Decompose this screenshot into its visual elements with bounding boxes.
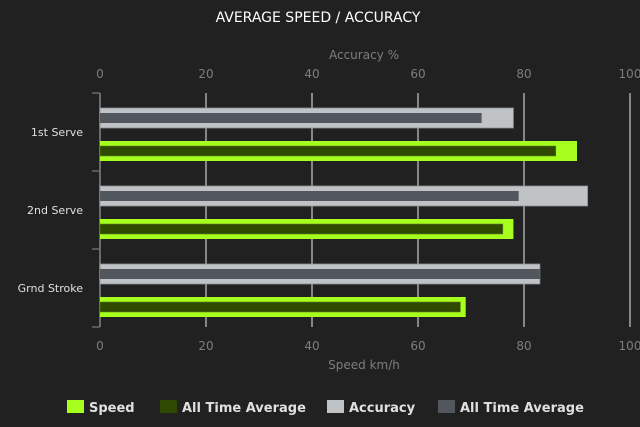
speed-average-bar <box>99 223 504 235</box>
top-tick-label: 100 <box>619 67 640 81</box>
category-label: Grnd Stroke <box>18 282 84 295</box>
category-label: 2nd Serve <box>27 204 83 217</box>
legend-swatch <box>327 400 344 413</box>
speed-average-bar <box>99 301 461 313</box>
legend-swatch <box>438 400 455 413</box>
bottom-tick-label: 20 <box>198 339 213 353</box>
accuracy-average-bar <box>100 113 482 123</box>
bottom-tick-label: 60 <box>410 339 425 353</box>
top-axis-label: Accuracy % <box>329 48 399 62</box>
category-label: 1st Serve <box>31 126 83 139</box>
speed-average-bar <box>99 145 557 157</box>
bottom-tick-label: 40 <box>304 339 319 353</box>
bottom-tick-label: 0 <box>96 339 104 353</box>
top-tick-label: 60 <box>410 67 425 81</box>
legend-swatch <box>67 400 84 413</box>
accuracy-average-bar <box>100 269 540 279</box>
legend-label: All Time Average <box>460 401 584 416</box>
bottom-tick-label: 80 <box>516 339 531 353</box>
bottom-axis-label: Speed km/h <box>328 358 400 372</box>
legend-swatch <box>160 400 177 413</box>
legend-label: Accuracy <box>349 401 416 416</box>
top-tick-label: 20 <box>198 67 213 81</box>
legend-label: Speed <box>89 401 135 416</box>
bottom-tick-label: 100 <box>619 339 640 353</box>
top-tick-label: 0 <box>96 67 104 81</box>
top-tick-label: 80 <box>516 67 531 81</box>
accuracy-average-bar <box>100 191 519 201</box>
top-tick-label: 40 <box>304 67 319 81</box>
legend-label: All Time Average <box>182 401 306 416</box>
chart-title: AVERAGE SPEED / ACCURACY <box>216 10 421 26</box>
